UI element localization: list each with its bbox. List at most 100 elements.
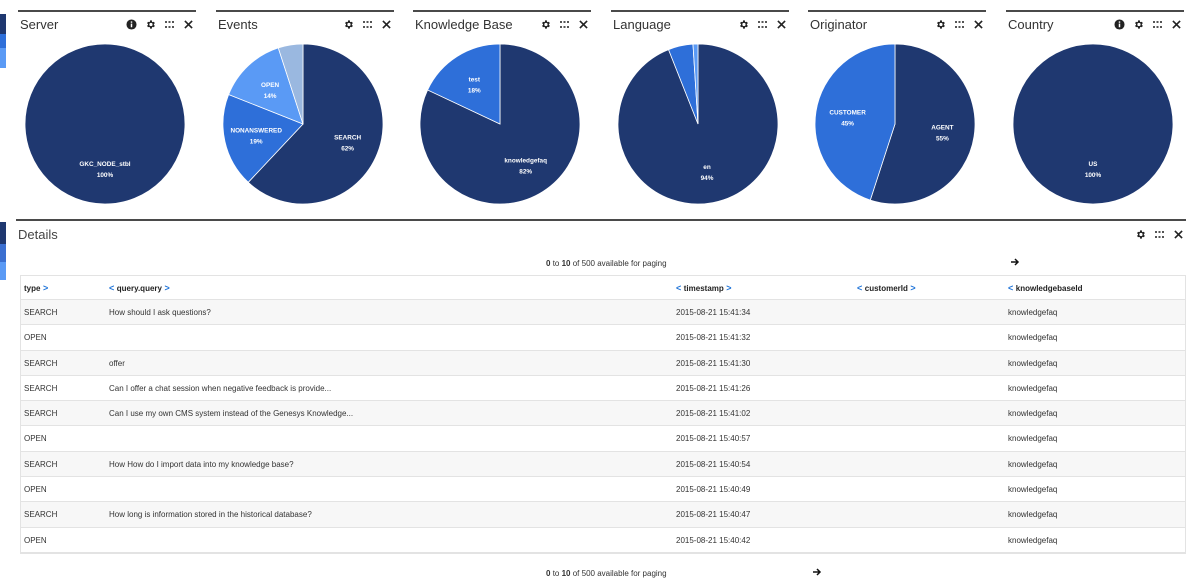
grid-icon[interactable] bbox=[1151, 18, 1163, 30]
paging-to: 10 bbox=[561, 259, 571, 268]
pie-slice[interactable] bbox=[427, 43, 501, 125]
table-row[interactable]: SEARCH Can I offer a chat session when ne… bbox=[21, 376, 1185, 402]
table-row[interactable]: OPEN 2015-08-21 15:40:57 knowledgefaq bbox=[21, 426, 1185, 452]
chevron-right-icon[interactable]: > bbox=[161, 283, 170, 293]
grid-icon[interactable] bbox=[361, 18, 373, 30]
paging-bottom: 0 to 10 of 500 available for paging bbox=[16, 565, 1186, 581]
widget-originator: Originator AGENT 55% CUSTOMER 45% bbox=[808, 10, 986, 210]
widget-title: Events bbox=[218, 16, 258, 32]
slice-label: SEARCH bbox=[334, 135, 361, 142]
slice-percent: 100% bbox=[1085, 172, 1102, 179]
details-table: type > < query.query > < timestamp > < cust… bbox=[20, 275, 1186, 554]
gear-icon[interactable] bbox=[934, 18, 946, 30]
widget-tools bbox=[539, 18, 589, 30]
close-icon[interactable] bbox=[775, 18, 787, 30]
paging-from: 0 bbox=[546, 569, 551, 578]
chevron-left-icon[interactable]: < bbox=[109, 283, 117, 293]
slice-label: OPEN bbox=[261, 82, 279, 89]
close-icon[interactable] bbox=[182, 18, 194, 30]
table-row[interactable]: OPEN 2015-08-21 15:40:42 knowledgefaq bbox=[21, 528, 1185, 553]
chevron-left-icon[interactable]: < bbox=[676, 283, 684, 293]
slice-percent: 94% bbox=[701, 175, 714, 182]
gear-icon[interactable] bbox=[1134, 228, 1146, 240]
slice-label: CUSTOMER bbox=[829, 110, 866, 117]
cell-type: SEARCH bbox=[24, 459, 58, 469]
gear-icon[interactable] bbox=[539, 18, 551, 30]
chevron-right-icon[interactable]: > bbox=[40, 283, 49, 293]
table-row[interactable]: SEARCH How should I ask questions? 2015-08… bbox=[21, 300, 1185, 326]
grid-icon[interactable] bbox=[953, 18, 965, 30]
table-row[interactable]: OPEN 2015-08-21 15:40:49 knowledgefaq bbox=[21, 477, 1185, 503]
gear-icon[interactable] bbox=[737, 18, 749, 30]
paging-rest: of 500 available for paging bbox=[572, 259, 667, 268]
slice-percent: 18% bbox=[468, 88, 481, 95]
column-header-query-query[interactable]: < query.query > bbox=[109, 276, 170, 300]
edge-mark bbox=[0, 262, 6, 280]
pie-slice[interactable] bbox=[1012, 43, 1174, 205]
cell-type: OPEN bbox=[24, 333, 47, 343]
cell-query-query: How long is information stored in the hi… bbox=[109, 510, 312, 520]
cell-query-query: Can I use my own CMS system instead of t… bbox=[109, 409, 354, 419]
cell-knowledgebaseid: knowledgefaq bbox=[1008, 434, 1058, 444]
table-row[interactable]: SEARCH How long is information stored in … bbox=[21, 502, 1185, 528]
cell-knowledgebaseid: knowledgefaq bbox=[1008, 358, 1058, 368]
widget-country: Country US 100% bbox=[1006, 10, 1184, 210]
close-icon[interactable] bbox=[1172, 228, 1184, 240]
column-header-type[interactable]: type > bbox=[24, 276, 48, 300]
pie-slice[interactable] bbox=[692, 43, 699, 125]
paging-from: 0 bbox=[546, 259, 551, 268]
pie-chart: en 94% bbox=[617, 43, 779, 205]
grid-icon[interactable] bbox=[1153, 228, 1165, 240]
pie-chart: AGENT 55% CUSTOMER 45% bbox=[814, 43, 976, 205]
gear-icon[interactable] bbox=[144, 18, 156, 30]
info-icon[interactable] bbox=[125, 18, 137, 30]
grid-icon[interactable] bbox=[163, 18, 175, 30]
paging-text: 0 to 10 of 500 available for paging bbox=[546, 569, 667, 578]
chevron-right-icon[interactable]: > bbox=[907, 283, 916, 293]
pie-chart: GKC_NODE_stbl 100% bbox=[24, 43, 186, 205]
cell-knowledgebaseid: knowledgefaq bbox=[1008, 409, 1058, 419]
column-label: knowledgebaseId bbox=[1015, 284, 1083, 293]
paging-to-word: to bbox=[552, 569, 560, 578]
table-row[interactable]: SEARCH Can I use my own CMS system instea… bbox=[21, 401, 1185, 427]
grid-icon[interactable] bbox=[756, 18, 768, 30]
edge-mark bbox=[0, 14, 6, 34]
next-page-arrow-icon[interactable] bbox=[1010, 257, 1022, 269]
info-icon[interactable] bbox=[1113, 18, 1125, 30]
paging-rest: of 500 available for paging bbox=[572, 569, 667, 578]
gear-icon[interactable] bbox=[1132, 18, 1144, 30]
pie-slice[interactable] bbox=[814, 43, 896, 201]
table-row[interactable]: SEARCH How How do I import data into my k… bbox=[21, 451, 1185, 478]
grid-icon[interactable] bbox=[558, 18, 570, 30]
widget-knowledge-base: Knowledge Base knowledgefaq 82% test 18% bbox=[413, 10, 591, 210]
chevron-left-icon[interactable]: < bbox=[857, 283, 865, 293]
cell-knowledgebaseid: knowledgefaq bbox=[1008, 459, 1058, 469]
close-icon[interactable] bbox=[380, 18, 392, 30]
next-page-arrow-icon[interactable] bbox=[812, 567, 824, 579]
column-header-customerid[interactable]: < customerId > bbox=[857, 276, 916, 300]
cell-query-query: Can I offer a chat session when negative… bbox=[109, 383, 332, 393]
edge-mark bbox=[0, 222, 6, 244]
column-label: timestamp bbox=[683, 284, 724, 293]
table-row[interactable]: SEARCH offer 2015-08-21 15:41:30 knowledgef… bbox=[21, 350, 1185, 376]
gear-icon[interactable] bbox=[342, 18, 354, 30]
chevron-right-icon[interactable]: > bbox=[723, 283, 732, 293]
cell-timestamp: 2015-08-21 15:41:34 bbox=[676, 308, 751, 317]
pie-slice[interactable] bbox=[247, 43, 384, 205]
paging-text: 0 to 10 of 500 available for paging bbox=[546, 259, 667, 268]
close-icon[interactable] bbox=[577, 18, 589, 30]
slice-percent: 62% bbox=[341, 146, 354, 153]
pie-slice[interactable] bbox=[24, 43, 186, 205]
pie-slice[interactable] bbox=[869, 43, 976, 205]
column-header-timestamp[interactable]: < timestamp > bbox=[676, 276, 732, 300]
column-header-knowledgebaseid[interactable]: < knowledgebaseId bbox=[1008, 276, 1082, 300]
cell-query-query: How should I ask questions? bbox=[109, 308, 211, 317]
pie-slice[interactable] bbox=[277, 43, 304, 125]
table-row[interactable]: OPEN 2015-08-21 15:41:32 knowledgefaq bbox=[21, 325, 1185, 351]
slice-percent: 55% bbox=[936, 136, 949, 143]
close-icon[interactable] bbox=[972, 18, 984, 30]
cell-type: SEARCH bbox=[24, 358, 58, 368]
chevron-left-icon[interactable]: < bbox=[1008, 283, 1016, 293]
close-icon[interactable] bbox=[1170, 18, 1182, 30]
widget-tools bbox=[342, 18, 392, 30]
